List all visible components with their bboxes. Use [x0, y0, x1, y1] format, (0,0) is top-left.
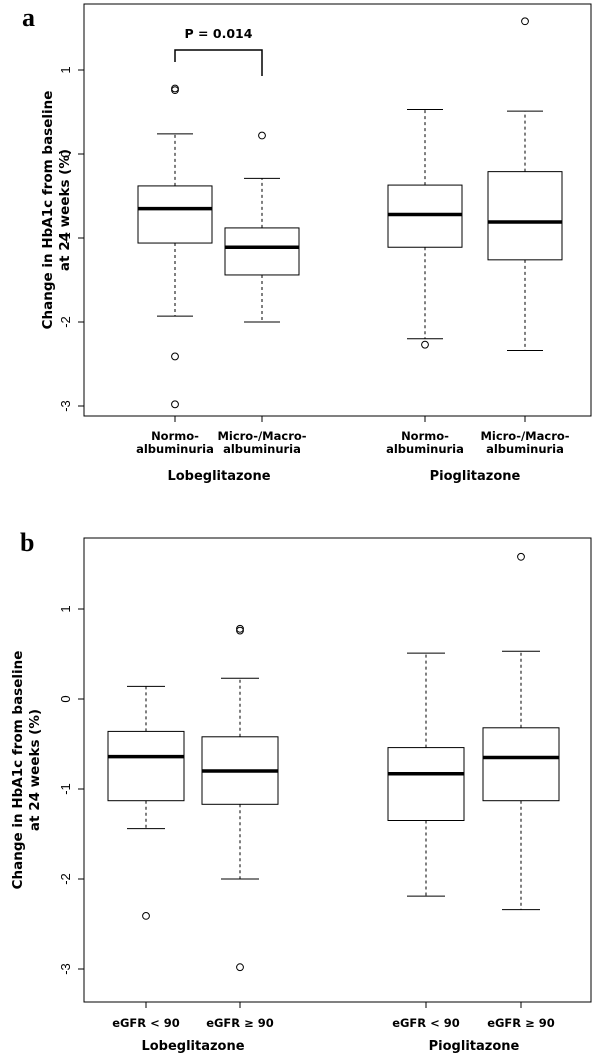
significance-bracket — [174, 49, 263, 76]
box-2: eGFR ≥ 90 — [201, 624, 279, 1030]
category-label-line: eGFR < 90 — [392, 1016, 460, 1030]
box-1: eGFR < 90 — [107, 685, 185, 1030]
category-label-line: Micro-/Macro- — [217, 429, 306, 443]
category-label-line: Normo- — [151, 429, 199, 443]
plot-frame — [83, 537, 592, 1003]
group-label-lobeglitazone: Lobeglitazone — [167, 469, 270, 484]
category-label-line: eGFR < 90 — [112, 1016, 180, 1030]
y-tick-label: 0 — [58, 150, 73, 157]
group-label-lobeglitazone: Lobeglitazone — [141, 1039, 244, 1054]
box-4: Micro-/Macro-albuminuria — [480, 17, 570, 456]
category-label-line: eGFR ≥ 90 — [206, 1016, 274, 1030]
outlier-point — [171, 352, 179, 361]
group-label-pioglitazone: Pioglitazone — [429, 1039, 520, 1054]
category-label-line: albuminuria — [223, 442, 301, 456]
outlier-point — [142, 912, 150, 920]
y-axis-label-line: at 24 weeks (%) — [57, 149, 73, 271]
y-axis-label-line: Change in HbA1c from baseline — [40, 91, 56, 330]
outlier-point — [236, 963, 244, 972]
category-label-line: albuminuria — [386, 442, 464, 456]
y-tick-label: -2 — [58, 873, 73, 885]
y-axis-label: Change in HbA1c from baselineat 24 weeks… — [10, 651, 43, 890]
category-label: eGFR ≥ 90 — [487, 1016, 555, 1030]
group-label-pioglitazone: Pioglitazone — [430, 469, 521, 484]
category-label-line: albuminuria — [486, 442, 564, 456]
category-label: eGFR < 90 — [112, 1016, 180, 1030]
category-label: eGFR < 90 — [392, 1016, 460, 1030]
iqr-box — [137, 185, 213, 244]
box-3: Normo-albuminuria — [386, 108, 464, 456]
outlier-point — [171, 400, 179, 409]
category-label: eGFR ≥ 90 — [206, 1016, 274, 1030]
iqr-box — [487, 171, 563, 261]
box-1: Normo-albuminuria — [136, 84, 214, 456]
panel-b: b 1 0 -1 -2 -3 Change in HbA1c from baselineat… — [10, 528, 592, 1054]
outlier-point — [521, 17, 529, 26]
iqr-box — [107, 730, 185, 802]
y-tick-label: -1 — [58, 783, 73, 795]
y-tick-label: 1 — [58, 66, 73, 73]
y-tick-label: 1 — [58, 605, 73, 612]
category-label-line: Micro-/Macro- — [480, 429, 569, 443]
y-axis-label: Change in HbA1c from baselineat 24 weeks… — [40, 91, 73, 330]
box-3: eGFR < 90 — [387, 652, 465, 1030]
outlier-point — [421, 340, 429, 349]
category-label: Micro-/Macro-albuminuria — [217, 429, 306, 456]
iqr-box — [482, 727, 560, 802]
category-label-line: Normo- — [401, 429, 449, 443]
outlier-point — [517, 552, 525, 561]
iqr-box — [224, 227, 300, 276]
panel-letter: a — [22, 3, 35, 32]
plot-frame — [83, 3, 592, 417]
iqr-box — [387, 747, 465, 821]
panel-a: a 1 0 -1 -2 -3 Change in HbA1c from baselineat… — [22, 3, 592, 484]
y-tick-label: -1 — [58, 232, 73, 244]
category-label-line: eGFR ≥ 90 — [487, 1016, 555, 1030]
category-label: Micro-/Macro-albuminuria — [480, 429, 569, 456]
y-tick-label: 0 — [58, 695, 73, 702]
p-value-label: P = 0.014 — [185, 26, 253, 41]
y-axis-label-line: Change in HbA1c from baseline — [10, 651, 26, 890]
panel-letter: b — [20, 528, 34, 557]
outlier-point — [171, 86, 179, 95]
y-tick-label: -2 — [58, 316, 73, 328]
box-4: eGFR ≥ 90 — [482, 552, 560, 1030]
outlier-point — [258, 131, 266, 140]
y-tick-label: -3 — [58, 963, 73, 975]
box-2: Micro-/Macro-albuminuria — [217, 131, 307, 456]
category-label: Normo-albuminuria — [136, 429, 214, 456]
y-axis-label-line: at 24 weeks (%) — [27, 709, 43, 831]
category-label: Normo-albuminuria — [386, 429, 464, 456]
category-label-line: albuminuria — [136, 442, 214, 456]
outlier-point — [236, 626, 244, 635]
y-tick-label: -3 — [58, 400, 73, 412]
